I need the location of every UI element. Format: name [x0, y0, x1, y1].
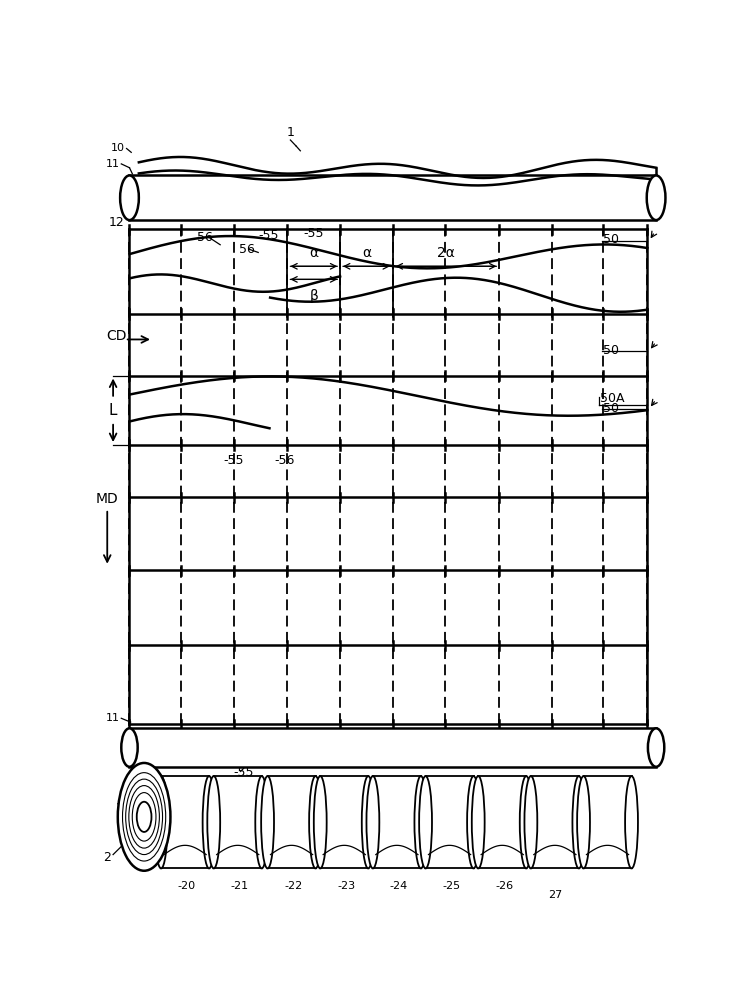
Text: α: α — [310, 246, 319, 260]
Ellipse shape — [414, 776, 427, 868]
Text: 56: 56 — [239, 243, 255, 256]
Text: -22: -22 — [285, 881, 303, 891]
Ellipse shape — [120, 175, 139, 220]
Text: 50: 50 — [603, 233, 619, 246]
Text: 10: 10 — [111, 143, 125, 153]
Ellipse shape — [472, 776, 485, 868]
Text: -24: -24 — [390, 881, 408, 891]
Text: 11: 11 — [106, 713, 120, 723]
Ellipse shape — [577, 776, 590, 868]
Text: CD: CD — [106, 329, 127, 343]
Bar — [267, 776, 316, 868]
Text: 56: 56 — [197, 231, 213, 244]
Text: -55: -55 — [233, 766, 254, 779]
Text: 2α: 2α — [436, 246, 455, 260]
Text: -20: -20 — [178, 881, 196, 891]
Bar — [130, 728, 656, 767]
Ellipse shape — [314, 776, 327, 868]
Text: -56: -56 — [275, 454, 295, 467]
Ellipse shape — [572, 776, 585, 868]
Text: -21: -21 — [230, 881, 248, 891]
Bar — [426, 776, 473, 868]
Ellipse shape — [625, 776, 638, 868]
Text: 11: 11 — [106, 159, 120, 169]
Text: MD: MD — [96, 492, 119, 506]
Text: -23: -23 — [337, 881, 355, 891]
Ellipse shape — [155, 776, 168, 868]
Text: 27: 27 — [547, 890, 562, 900]
Text: α: α — [362, 246, 371, 260]
Text: 3: 3 — [119, 797, 126, 810]
Ellipse shape — [419, 776, 432, 868]
Ellipse shape — [255, 776, 268, 868]
Ellipse shape — [137, 802, 152, 832]
Text: -55: -55 — [223, 454, 244, 467]
Text: L: L — [109, 403, 117, 418]
Ellipse shape — [525, 776, 538, 868]
Ellipse shape — [261, 776, 274, 868]
Ellipse shape — [648, 728, 664, 767]
Ellipse shape — [467, 776, 480, 868]
Bar — [584, 776, 631, 868]
Ellipse shape — [647, 175, 665, 220]
Bar — [161, 776, 209, 868]
Ellipse shape — [519, 776, 532, 868]
Ellipse shape — [202, 776, 215, 868]
Text: -26: -26 — [495, 881, 513, 891]
Bar — [373, 776, 421, 868]
Text: -25: -25 — [442, 881, 461, 891]
Ellipse shape — [122, 728, 137, 767]
Text: 50A: 50A — [600, 392, 624, 405]
Bar — [320, 776, 368, 868]
Ellipse shape — [362, 776, 374, 868]
Text: S1: S1 — [382, 195, 398, 208]
Text: -55: -55 — [258, 229, 279, 242]
Bar — [130, 175, 656, 220]
Bar — [214, 776, 262, 868]
Text: -55: -55 — [304, 227, 325, 240]
Text: S2: S2 — [368, 745, 384, 758]
Bar — [478, 776, 526, 868]
Text: 50: 50 — [603, 344, 619, 358]
Text: β: β — [310, 289, 318, 303]
Text: 1: 1 — [286, 126, 294, 139]
Ellipse shape — [309, 776, 322, 868]
Bar — [531, 776, 579, 868]
Ellipse shape — [208, 776, 220, 868]
Text: 2: 2 — [103, 851, 111, 864]
Text: 12: 12 — [109, 216, 125, 229]
Text: 50: 50 — [603, 402, 619, 415]
Ellipse shape — [366, 776, 379, 868]
Ellipse shape — [118, 763, 171, 871]
